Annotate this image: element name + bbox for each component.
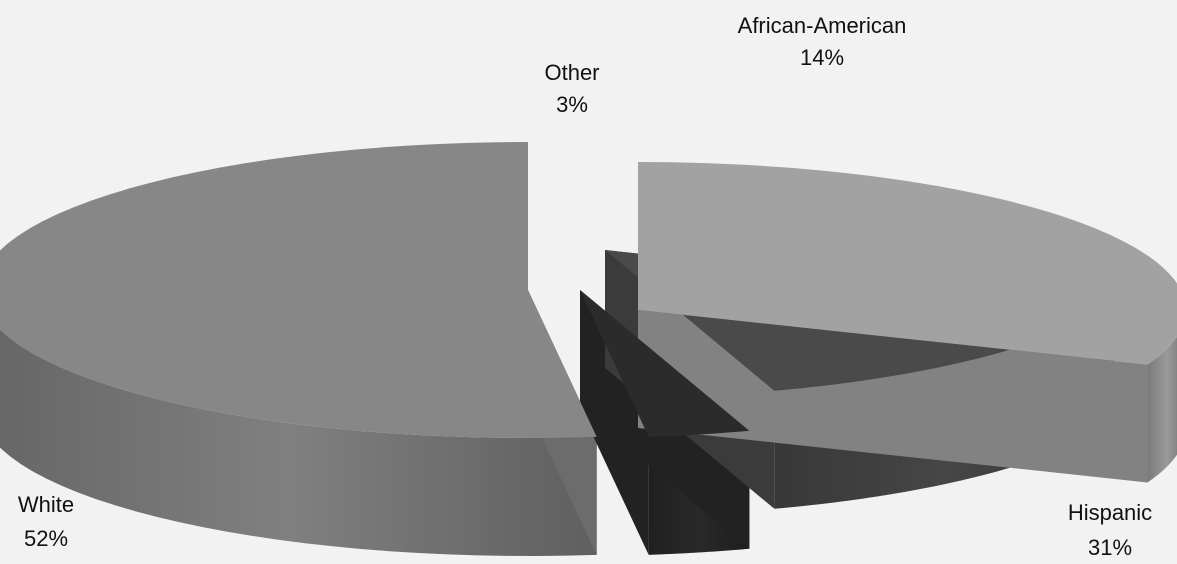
pie-labels: White 52% Other 3% African-American 14% Hispan…	[18, 13, 1152, 560]
value-label-white: 52%	[24, 526, 68, 551]
value-label-other: 3%	[556, 92, 588, 117]
label-african-american: African-American	[738, 13, 907, 38]
label-other: Other	[544, 60, 599, 85]
label-hispanic: Hispanic	[1068, 500, 1152, 525]
value-label-african-american: 14%	[800, 45, 844, 70]
slice-other	[580, 290, 750, 437]
slice-white	[0, 142, 597, 438]
slice-hispanic	[638, 162, 1177, 365]
slice-wall-hispanic	[1147, 336, 1177, 483]
value-label-hispanic: 31%	[1088, 535, 1132, 560]
label-white: White	[18, 492, 74, 517]
slice-wall-white	[0, 329, 597, 556]
pie-top-faces	[0, 142, 1177, 438]
